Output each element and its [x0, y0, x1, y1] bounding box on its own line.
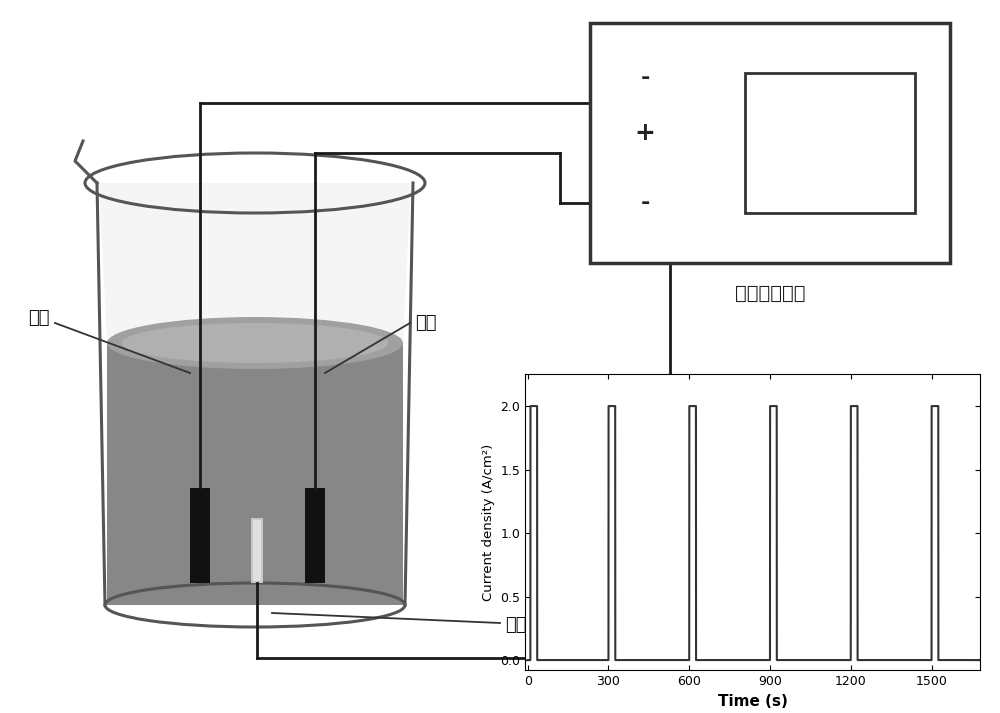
Text: 碳棒: 碳棒 [415, 314, 436, 332]
Bar [253, 520, 261, 581]
Polygon shape [107, 343, 403, 605]
Ellipse shape [107, 317, 403, 369]
Polygon shape [99, 183, 411, 343]
Bar [305, 488, 325, 583]
Bar [590, 23, 950, 263]
Text: +: + [635, 121, 655, 145]
Bar [251, 518, 263, 583]
Text: -: - [640, 193, 650, 213]
Bar [745, 73, 915, 213]
Text: 铜片: 铜片 [505, 616, 526, 634]
Ellipse shape [122, 323, 388, 363]
Text: 直流脉冲电源: 直流脉冲电源 [735, 284, 805, 302]
Y-axis label: Current density (A/cm²): Current density (A/cm²) [482, 443, 495, 601]
Bar [190, 488, 210, 583]
X-axis label: Time (s): Time (s) [718, 694, 787, 709]
Text: 碳棒: 碳棒 [28, 309, 50, 327]
Text: -: - [640, 68, 650, 88]
